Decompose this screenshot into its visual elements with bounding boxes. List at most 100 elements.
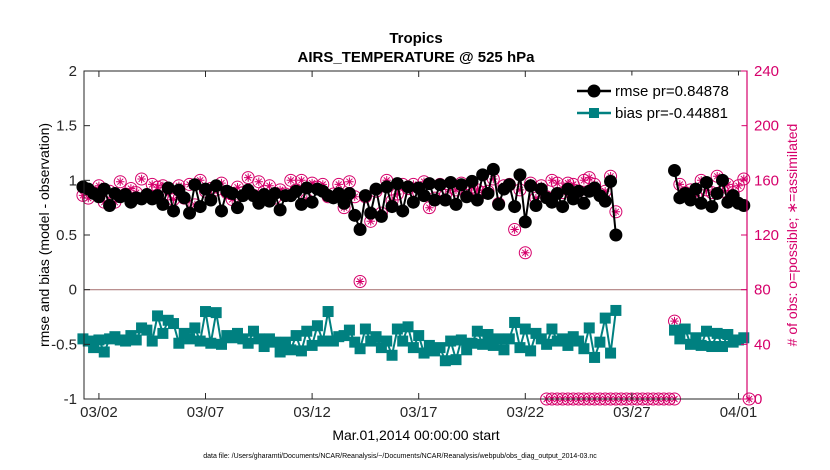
obs-assimilated-point [611,207,621,216]
bias-point [311,320,323,332]
bias-point [541,338,553,350]
bias-point [322,306,334,318]
bias-point [413,330,425,342]
obs-assimilated-point [78,191,88,200]
rmse-point [204,193,218,207]
rmse-point [289,184,303,198]
legend-marker-bias [589,108,599,118]
obs-assimilated-point [116,177,125,186]
obs-assimilated-point [254,177,263,186]
obs-possible-point [582,171,596,185]
y-right-tick-label: 240 [754,63,779,80]
bias-point [290,330,302,342]
rmse-point [598,194,612,208]
rmse-point [737,198,751,212]
bias-point [471,325,483,337]
x-axis-label: Mar.01,2014 00:00:00 start [332,427,499,443]
rmse-point [422,177,436,191]
rmse-point [444,176,458,190]
rmse-point [273,203,287,217]
rmse-point [481,186,495,200]
rmse-point [460,190,474,204]
bias-point [493,333,505,345]
bias-point [519,323,531,335]
rmse-point [342,186,356,200]
obs-assimilated-point [345,177,354,186]
bias-point [589,351,601,363]
x-tick-label: 04/01 [720,404,758,421]
rmse-point [694,196,708,210]
bias-point [210,307,222,319]
obs-assimilated-point [382,176,391,185]
bias-point [157,327,169,339]
obs-assimilated-point [547,176,557,185]
rmse-point [161,181,175,195]
bias-point [343,324,355,336]
y-axis-label-right: # of obs: o=possible; ∗=assimilated [784,124,800,347]
rmse-point [97,182,111,196]
bias-point [141,324,153,336]
rmse-point [358,189,372,203]
rmse-point [374,209,388,223]
bias-point [205,337,217,349]
rmse-point [529,198,543,212]
obs-assimilated-point [473,185,482,195]
rmse-point [380,180,394,194]
rmse-point [230,201,244,215]
obs-assimilated-point [723,180,732,189]
bias-point [578,343,590,355]
obs-assimilated-point [148,180,157,189]
obs-possible-point [609,205,623,219]
rmse-point [508,200,522,214]
rmse-point [492,197,506,211]
rmse-point [465,174,479,188]
rmse-point [668,163,682,177]
rmse-point [689,182,703,196]
obs-possible-point [508,223,522,237]
obs-assimilated-point [451,185,461,195]
rmse-point [433,178,447,192]
bias-point [482,328,494,340]
rmse-point [364,206,378,220]
bias-point [200,306,212,318]
bias-point [391,323,403,335]
rmse-point [188,178,202,192]
bias-point [295,345,307,357]
obs-assimilated-point [515,185,525,195]
x-tick-label: 03/22 [507,404,545,421]
legend-marker-rmse [587,84,601,98]
data-file-footnote: data file: /Users/gharamti/Documents/NCA… [203,453,597,460]
rmse-point [454,178,468,192]
rmse-point [502,178,516,192]
rmse-point [385,200,399,214]
y-left-tick-label: -1 [64,391,77,408]
rmse-point [305,195,319,209]
bias-point [605,347,617,359]
obs-possible-point [113,175,127,189]
bias-point [317,335,329,347]
rmse-point [550,186,564,200]
series-group [76,162,755,406]
y-right-tick-label: 0 [754,391,762,408]
obs-assimilated-point [318,180,327,189]
obs-assimilated-point [702,185,711,195]
obs-assimilated-point [126,184,136,193]
obs-assimilated-point [366,217,375,226]
rmse-point [183,206,197,220]
rmse-point [156,197,170,211]
bias-point [434,342,446,354]
bias-point [386,349,398,361]
rmse-point [332,186,346,200]
bias-point [455,334,467,346]
rmse-point [476,168,490,182]
bias-point [269,336,281,348]
obs-assimilated-point [393,189,402,199]
y-left-tick-label: 1 [69,172,77,189]
bias-point [509,316,521,328]
obs-assimilated-point [675,180,684,189]
x-tick-label: 03/02 [80,404,118,421]
legend-label-bias: bias pr=-0.44881 [615,105,728,122]
chart-title: Tropics [389,30,442,47]
obs-possible-point [731,179,745,193]
y-left-tick-label: 0 [69,282,77,299]
